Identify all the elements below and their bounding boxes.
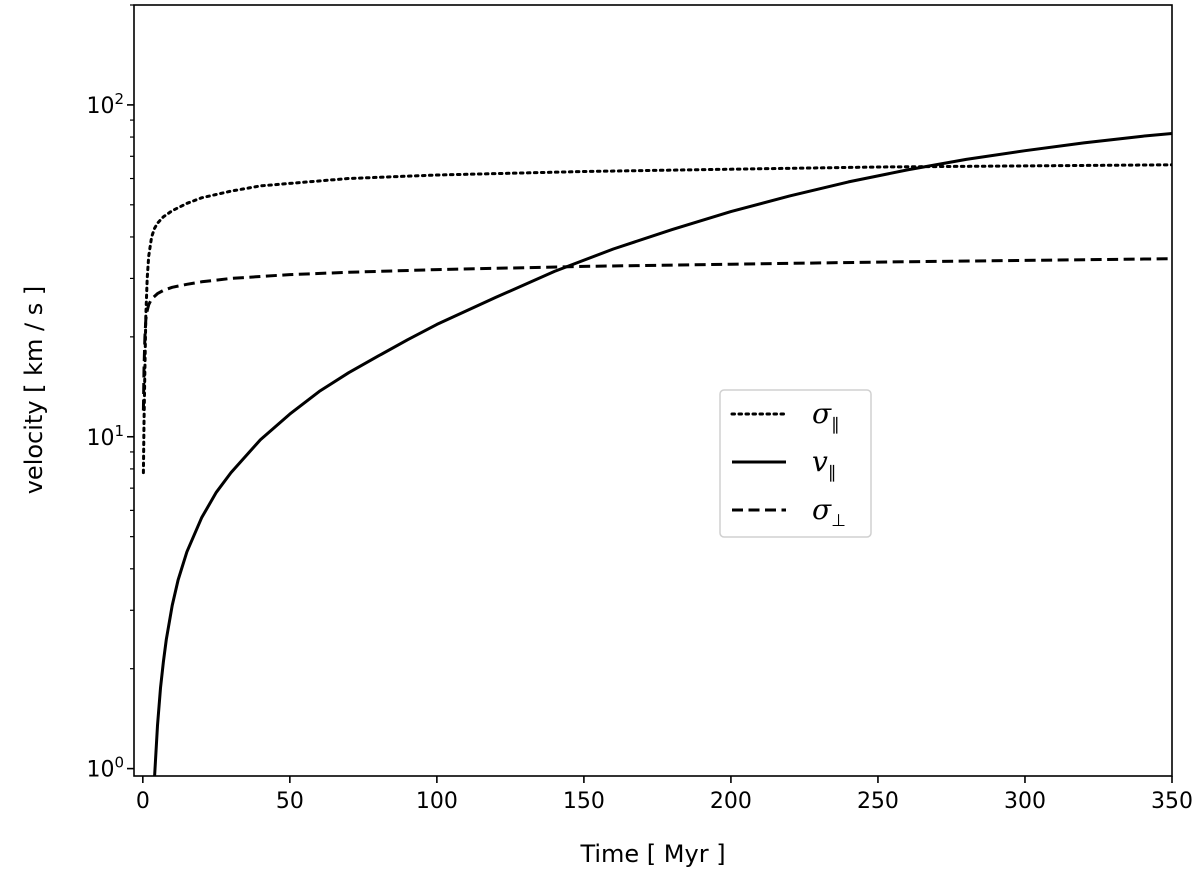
y-tick-label-0: 100 bbox=[86, 754, 124, 783]
y-tick-label-2: 102 bbox=[86, 90, 124, 119]
plot-area-frame bbox=[133, 4, 1173, 777]
x-tick-label-3: 150 bbox=[563, 789, 605, 814]
x-tick-label-5: 250 bbox=[857, 789, 899, 814]
x-axis-label: Time [ Myr ] bbox=[579, 840, 725, 868]
series-line-2 bbox=[141, 257, 1172, 411]
legend-label-1: v∥ bbox=[812, 445, 836, 483]
legend-box bbox=[719, 389, 872, 538]
x-tick-label-4: 200 bbox=[710, 789, 752, 814]
series-line-0 bbox=[141, 163, 1172, 475]
y-axis-label: velocity [ km / s ] bbox=[20, 286, 48, 495]
x-tick-label-1: 50 bbox=[276, 789, 304, 814]
legend: σ∥ v∥ σ⊥ bbox=[719, 389, 872, 538]
legend-label-2: σ⊥ bbox=[812, 493, 846, 531]
x-tick-label-0: 0 bbox=[136, 789, 150, 814]
x-tick-label-6: 300 bbox=[1004, 789, 1046, 814]
x-tick-label-7: 350 bbox=[1151, 789, 1193, 814]
x-tick-label-2: 100 bbox=[416, 789, 458, 814]
series-line-1 bbox=[153, 132, 1172, 776]
legend-label-0: σ∥ bbox=[812, 397, 840, 435]
y-tick-label-1: 101 bbox=[86, 422, 124, 451]
